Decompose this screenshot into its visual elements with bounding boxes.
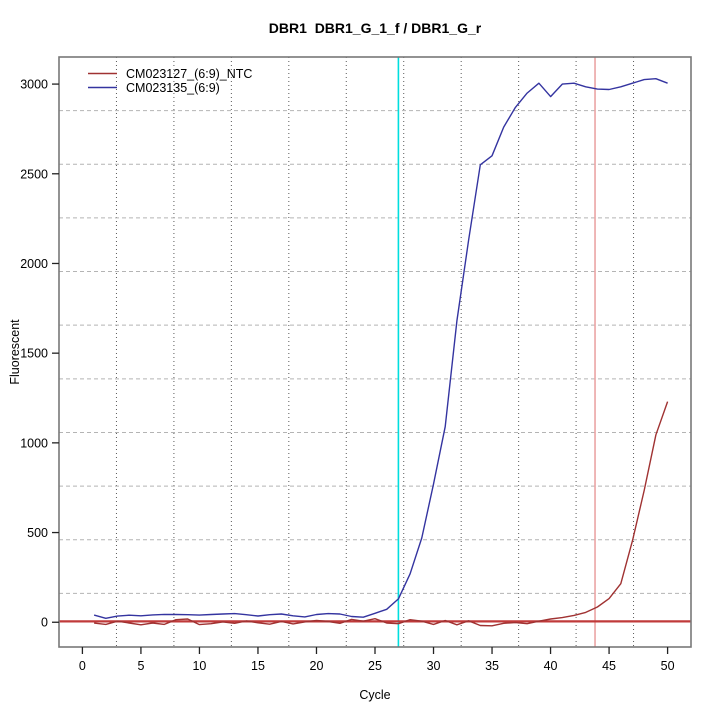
x-tick-label: 0 <box>79 659 86 673</box>
series-line-0 <box>94 401 669 627</box>
x-tick-label: 45 <box>602 659 616 673</box>
x-tick-label: 15 <box>251 659 265 673</box>
y-tick-label: 0 <box>41 616 48 630</box>
x-tick-label: 20 <box>310 659 324 673</box>
y-tick-label: 1500 <box>20 347 48 361</box>
legend: CM023127_(6:9)_NTC CM023135_(6:9) <box>88 67 252 95</box>
legend-label-ntc: CM023127_(6:9)_NTC <box>126 67 252 81</box>
x-tick-label: 40 <box>544 659 558 673</box>
y-tick-label: 2500 <box>20 167 48 181</box>
x-tick-label: 30 <box>427 659 441 673</box>
y-tick-label: 500 <box>27 526 48 540</box>
x-tick-label: 50 <box>661 659 675 673</box>
x-tick-label: 5 <box>137 659 144 673</box>
y-axis-label: Fluorescent <box>8 319 22 385</box>
legend-label-sample: CM023135_(6:9) <box>126 81 220 95</box>
y-tick-label: 3000 <box>20 78 48 92</box>
chart-title: DBR1 DBR1_G_1_f / DBR1_G_r <box>269 20 482 36</box>
x-tick-label: 35 <box>485 659 499 673</box>
series-line-1 <box>93 77 668 619</box>
x-tick-label: 25 <box>368 659 382 673</box>
ticks-layer: 0 5 10 15 20 25 30 35 40 45 5005001000150020002500… <box>20 78 674 673</box>
reference-lines-layer <box>59 57 691 647</box>
y-tick-label: 1000 <box>20 436 48 450</box>
grid-layer <box>59 57 691 647</box>
series-layer <box>93 77 669 627</box>
y-tick-label: 2000 <box>20 257 48 271</box>
x-axis-label: Cycle <box>359 688 390 702</box>
x-tick-label: 10 <box>192 659 206 673</box>
